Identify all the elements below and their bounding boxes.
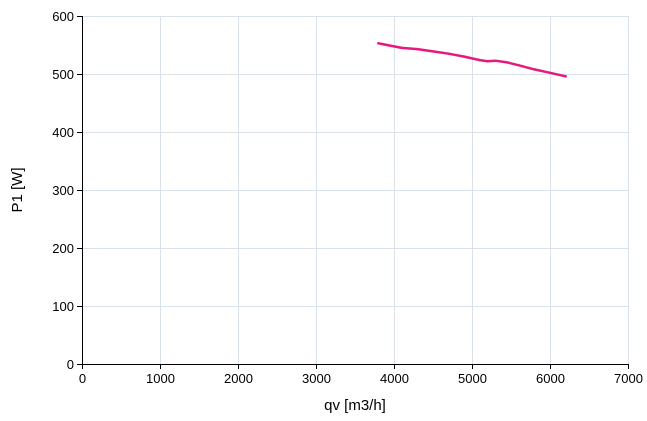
data-point	[478, 58, 481, 62]
x-axis-title: qv [m3/h]	[324, 397, 386, 414]
axes	[77, 16, 629, 369]
data-point	[431, 50, 435, 53]
y-tick-label: 500	[52, 67, 74, 82]
data-point	[416, 47, 419, 51]
y-tick-label: 0	[67, 357, 74, 372]
data-point	[486, 60, 489, 63]
y-tick-label: 600	[52, 9, 74, 24]
data-point	[377, 42, 380, 45]
data-point	[494, 59, 497, 62]
series	[377, 42, 567, 78]
y-tick-label: 400	[52, 125, 74, 140]
data-point	[548, 71, 552, 75]
y-tick-label: 300	[52, 183, 74, 198]
x-tick-label: 4000	[380, 371, 409, 386]
x-tick-label: 1000	[146, 371, 175, 386]
data-point	[463, 55, 466, 58]
x-tick-label: 0	[79, 371, 86, 386]
data-point	[517, 64, 520, 67]
y-tick-label: 200	[52, 241, 74, 256]
x-tick-label: 7000	[614, 371, 643, 386]
y-axis-title: P1 [W]	[9, 167, 26, 212]
x-tick-label: 5000	[458, 371, 487, 386]
data-point	[447, 52, 450, 55]
data-point	[533, 68, 536, 71]
data-point	[400, 46, 403, 50]
data-point	[564, 75, 567, 78]
data-point	[388, 44, 392, 47]
x-tick-label: 2000	[224, 371, 253, 386]
data-point	[505, 61, 509, 64]
tick-labels: 0 1000 2000 3000 4000 5000 6000 7000 0 100 200 300 4…	[52, 9, 643, 386]
y-tick-label: 100	[52, 299, 74, 314]
x-tick-label: 6000	[536, 371, 565, 386]
x-tick-label: 3000	[302, 371, 331, 386]
